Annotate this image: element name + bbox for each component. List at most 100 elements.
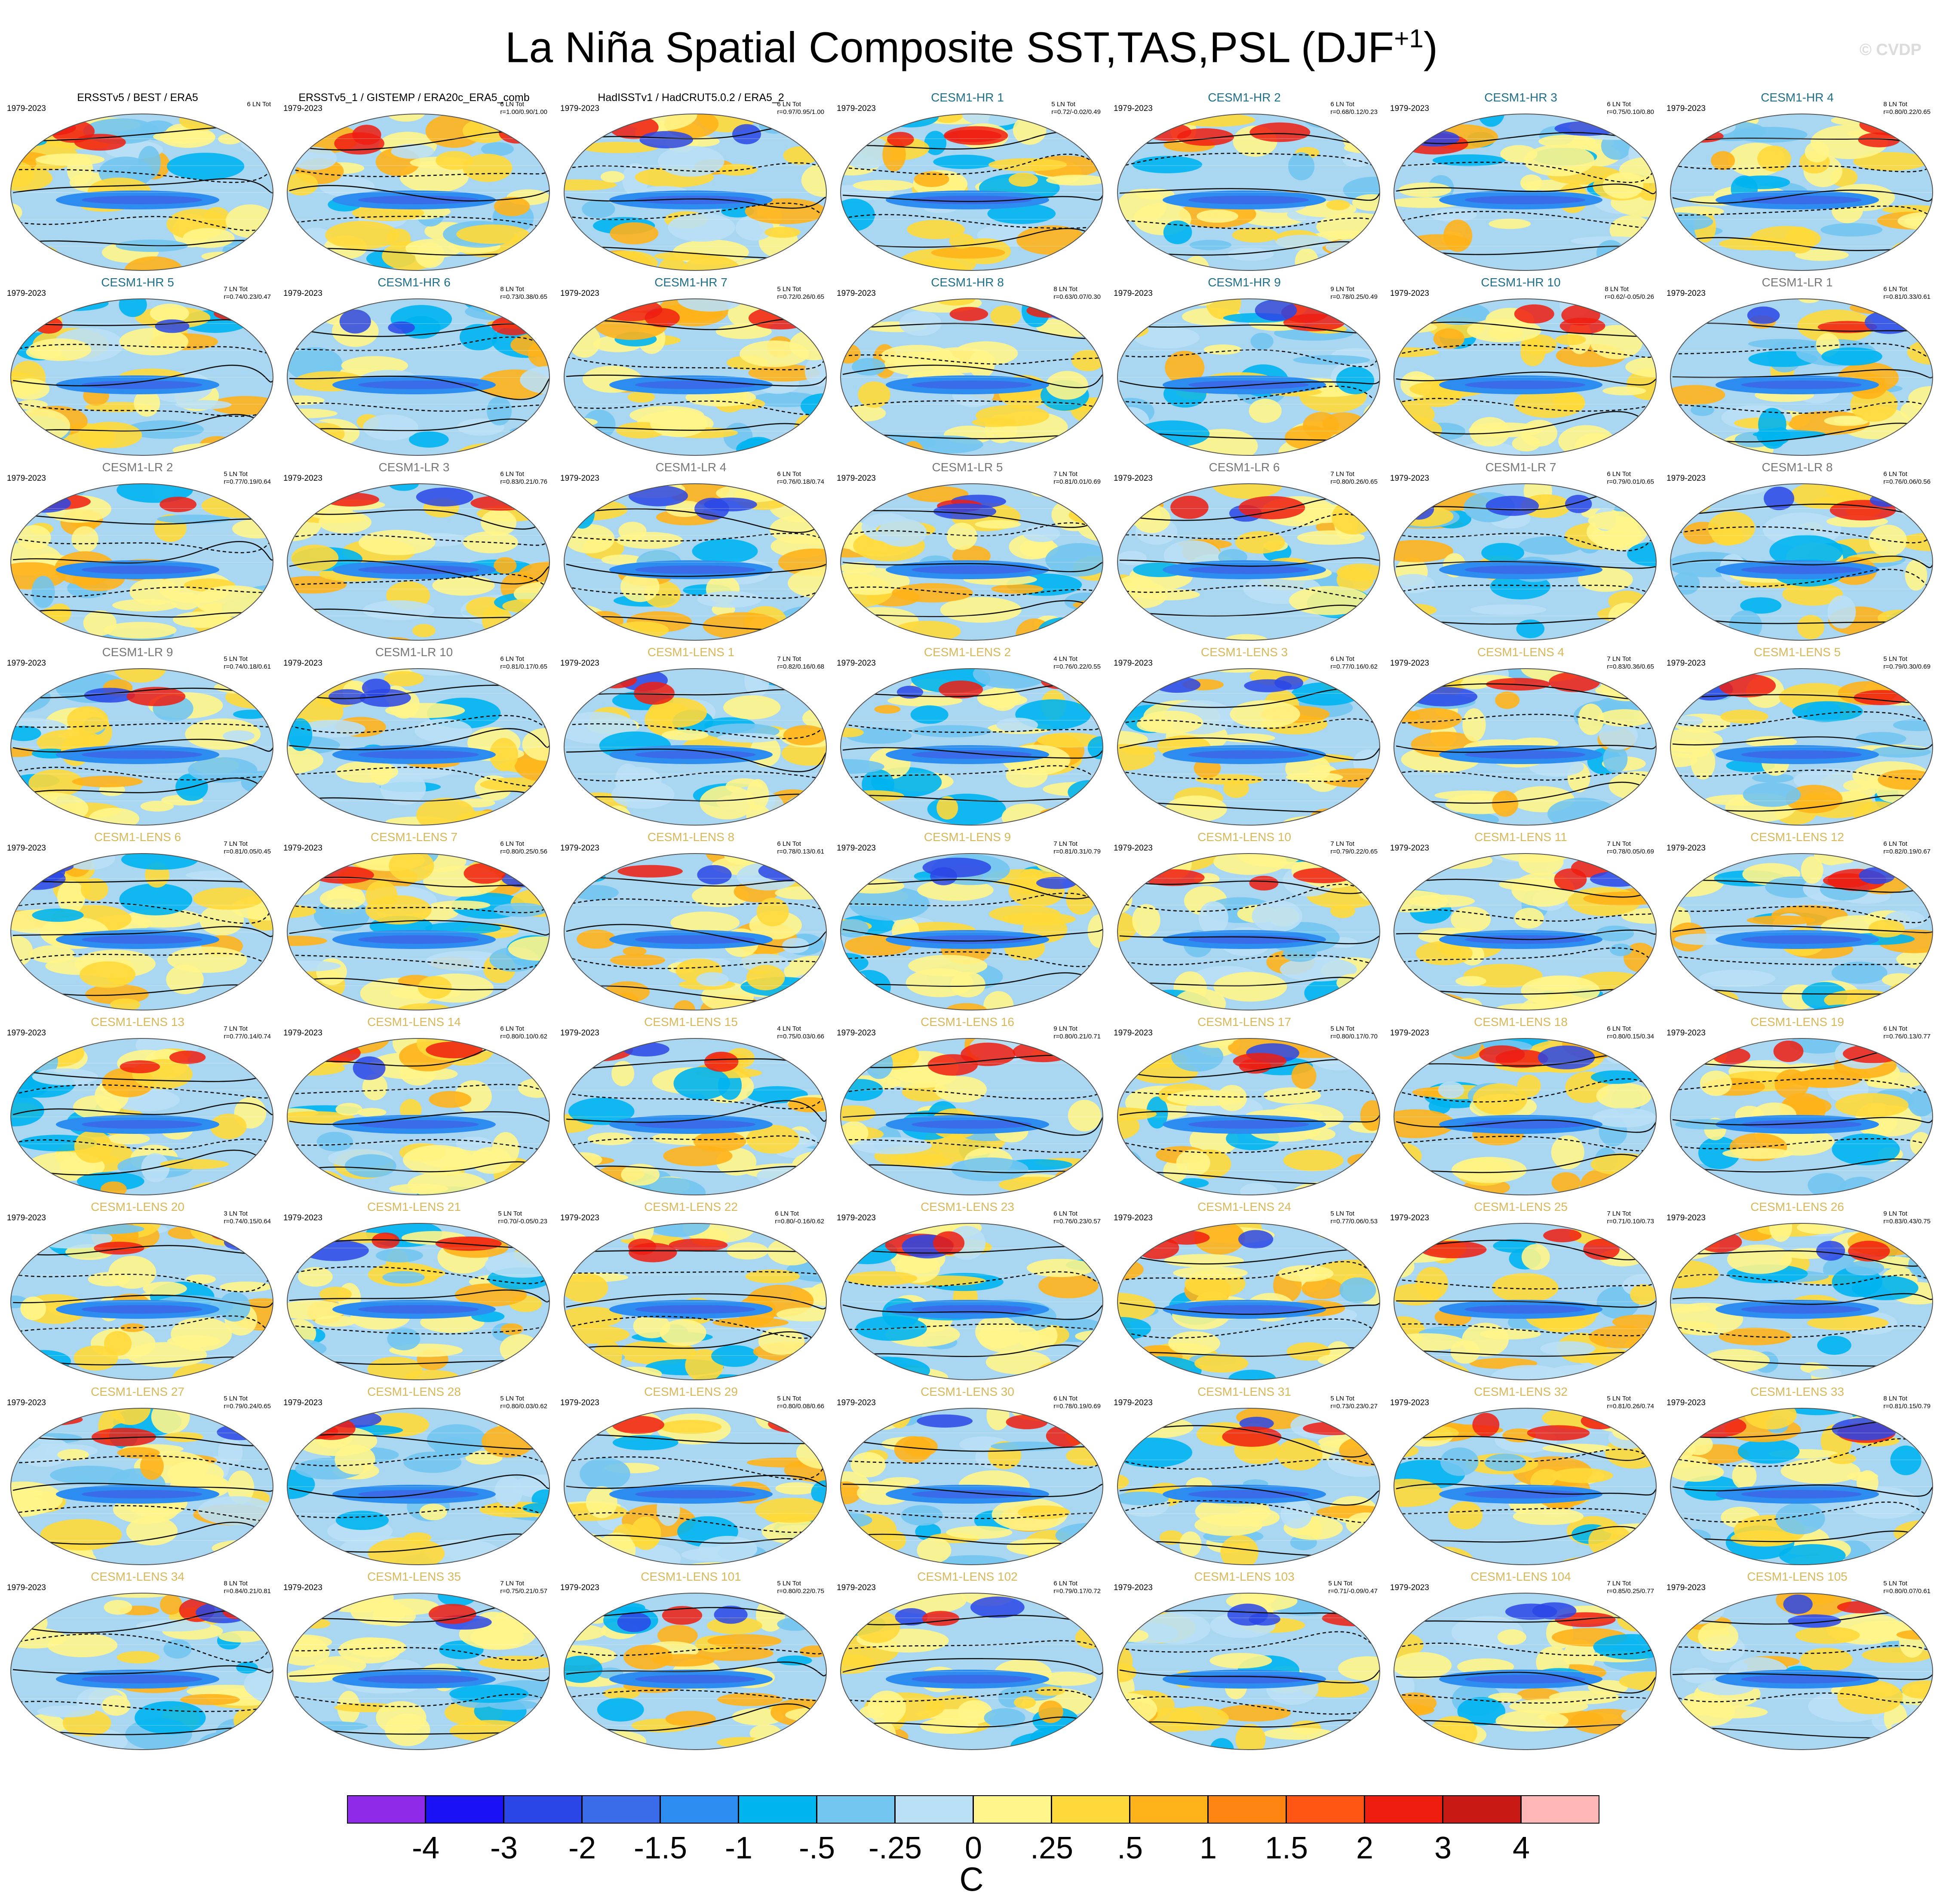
anomaly-patch [1810, 1369, 1842, 1378]
map-panel-23: CESM1-LR 10 1979-2023 6 LN Tot r=0.81/0.… [276, 645, 552, 830]
anomaly-patch [1811, 125, 1888, 159]
cold-tongue-core [635, 1305, 755, 1314]
anomaly-patch [74, 1345, 118, 1371]
anomaly-patch [849, 887, 930, 921]
anomaly-patch [776, 1307, 826, 1322]
anomaly-patch [1394, 1720, 1412, 1743]
anomaly-patch [755, 1498, 826, 1523]
panel-title: CESM1-HR 4 [1761, 91, 1834, 104]
anomaly-patch [117, 1651, 160, 1664]
anomaly-patch [565, 524, 615, 553]
high-latitude-anomaly [1817, 321, 1877, 333]
anomaly-patch [1394, 1284, 1440, 1306]
panel-title: CESM1-LENS 9 [924, 830, 1011, 844]
anomaly-patch [1670, 740, 1712, 758]
anomaly-patch [1338, 1656, 1380, 1681]
anomaly-patch [1670, 1743, 1712, 1750]
anomaly-patch [459, 324, 498, 350]
anomaly-patch [841, 1355, 861, 1378]
anomaly-patch [1117, 1437, 1192, 1468]
anomaly-patch [564, 1408, 593, 1432]
colorbar-box [1443, 1795, 1521, 1824]
anomaly-patch [389, 854, 434, 882]
anomaly-patch [659, 1420, 722, 1434]
composite-map [1670, 1593, 1933, 1750]
anomaly-patch [1145, 114, 1181, 124]
panel-stats: 6 LN Tot r=0.68/0.12/0.23 [1330, 101, 1378, 116]
psl-contour [1672, 343, 1933, 358]
anomaly-patch [1521, 975, 1600, 1006]
anomaly-patch [975, 520, 1021, 529]
anomaly-patch [1394, 603, 1437, 617]
anomaly-patch [692, 539, 758, 564]
panel-title: CESM1-HR 6 [378, 276, 451, 289]
anomaly-patch [1553, 392, 1585, 412]
panel-correlation: r=0.78/0.05/0.69 [1607, 848, 1654, 855]
anomaly-patch [1719, 1327, 1792, 1345]
anomaly-patch [854, 1610, 900, 1643]
panel-period: 1979-2023 [283, 474, 322, 483]
map-panel-41: CESM1-LENS 18 1979-2023 6 LN Tot r=0.80/… [1383, 1015, 1658, 1200]
anomaly-patch [163, 1639, 192, 1659]
psl-contour [12, 1701, 273, 1712]
anomaly-patch [580, 265, 632, 270]
anomaly-patch [432, 575, 495, 596]
anomaly-patch [1211, 484, 1284, 499]
anomaly-patch [110, 1408, 151, 1425]
anomaly-patch [1213, 854, 1287, 875]
panel-stats: 6 LN Tot r=0.83/0.21/0.76 [500, 470, 547, 486]
panel-correlation: r=0.85/0.25/0.77 [1607, 1588, 1654, 1595]
panel-count: 7 LN Tot [1330, 470, 1354, 478]
anomaly-patch [363, 414, 418, 441]
psl-contour [289, 1506, 549, 1518]
anomaly-patch [1443, 219, 1473, 252]
psl-contour [1672, 369, 1933, 378]
anomaly-patch [11, 1415, 49, 1437]
cold-tongue-core [82, 935, 202, 944]
cold-tongue-core [82, 1120, 202, 1129]
map-panel-45: CESM1-LENS 22 1979-2023 6 LN Tot r=0.80/… [553, 1200, 829, 1385]
anomaly-patch [1117, 1491, 1169, 1505]
globe-outline [840, 668, 1103, 826]
anomaly-patch [518, 669, 549, 692]
anomaly-patch [1132, 156, 1202, 173]
anomaly-patch [223, 730, 255, 742]
high-latitude-anomaly [1222, 1426, 1282, 1447]
panel-count: 5 LN Tot [1607, 1395, 1631, 1402]
anomaly-patch [1354, 675, 1380, 695]
high-latitude-anomaly [617, 865, 683, 878]
psl-contour [12, 1294, 273, 1308]
high-latitude-anomaly [714, 1606, 748, 1624]
anomaly-patch [914, 171, 949, 187]
colorbar-tick-label: -1 [724, 1831, 753, 1865]
map-panel-36: CESM1-LENS 13 1979-2023 7 LN Tot r=0.77/… [0, 1015, 275, 1200]
panel-title: CESM1-LENS 19 [1750, 1015, 1844, 1029]
cold-tongue-core [1465, 1675, 1585, 1683]
anomaly-patch [414, 719, 473, 743]
anomaly-patch [287, 1669, 338, 1683]
anomaly-patch [1868, 919, 1905, 938]
anomaly-patch [1872, 746, 1931, 758]
anomaly-patch [1329, 1408, 1380, 1414]
anomaly-patch [14, 1350, 71, 1373]
anomaly-patch [11, 792, 89, 825]
anomaly-patch [1084, 1166, 1103, 1192]
anomaly-patch [1832, 1133, 1900, 1166]
anomaly-patch [304, 299, 383, 304]
map-panel-56: CESM1-LENS 33 1979-2023 8 LN Tot r=0.81/… [1660, 1385, 1935, 1569]
panel-count: 6 LN Tot [777, 470, 801, 478]
panel-title: CESM1-LR 10 [375, 645, 453, 659]
psl-contour [566, 1293, 826, 1310]
map-panel-58: CESM1-LENS 35 1979-2023 7 LN Tot r=0.75/… [276, 1569, 552, 1754]
high-latitude-anomaly [1559, 317, 1605, 335]
anomaly-patch [611, 1367, 662, 1380]
globe-outline [1394, 1408, 1657, 1565]
anomaly-patch [73, 1095, 121, 1119]
colorbar-tick-label: -.25 [868, 1831, 922, 1865]
panel-correlation: r=0.70/-0.05/0.23 [498, 1218, 547, 1225]
anomaly-patch [1610, 943, 1632, 956]
globe-outline [287, 1223, 550, 1380]
anomaly-patch [502, 986, 549, 1002]
panel-title: CESM1-LR 9 [102, 645, 173, 659]
composite-map [10, 668, 273, 826]
